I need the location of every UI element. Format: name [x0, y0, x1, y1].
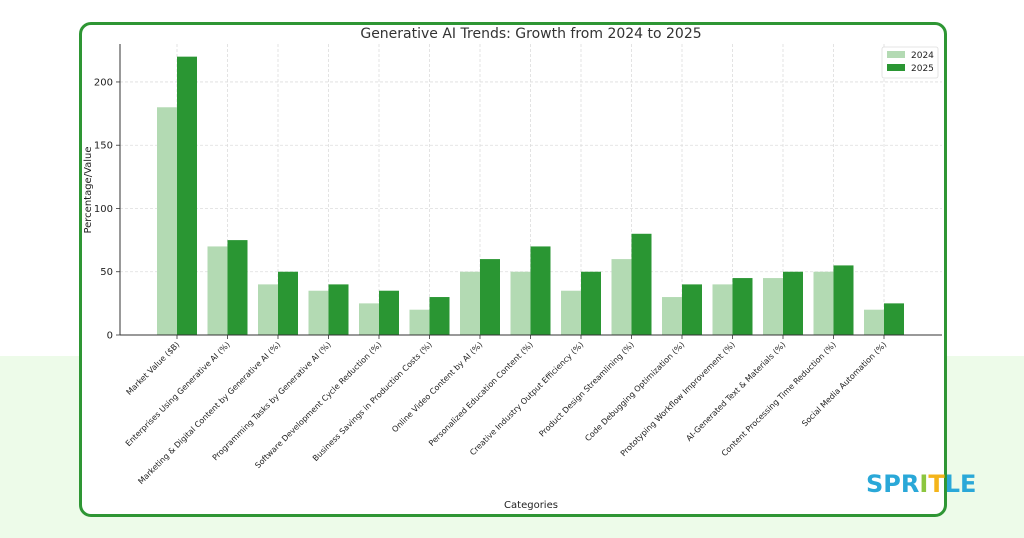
bar-2025-6 [480, 259, 500, 335]
bar-2024-5 [409, 309, 430, 335]
bar-2025-3 [328, 284, 349, 335]
legend-swatch-2024 [887, 51, 905, 58]
bar-2025-8 [581, 271, 601, 335]
x-tick-label: Creative Industry Output Efficiency (%) [468, 340, 585, 457]
x-tick-label: Social Media Automation (%) [800, 340, 888, 428]
bar-2025-7 [530, 246, 551, 335]
x-tick-label: Content Processing Time Reduction (%) [720, 340, 838, 458]
legend-label-2025: 2025 [911, 64, 934, 74]
y-tick-label: 50 [100, 267, 113, 278]
logo-letter: P [883, 470, 901, 498]
logo-letter: I [919, 470, 929, 498]
logo-letter: R [900, 470, 920, 498]
bar-2024-12 [763, 278, 783, 335]
chart-title: Generative AI Trends: Growth from 2024 t… [360, 26, 701, 42]
x-tick-label: Market Value ($B) [125, 340, 182, 397]
bar-2024-4 [359, 303, 379, 335]
bar-2025-9 [631, 233, 652, 335]
bar-2024-10 [662, 297, 682, 335]
axes [116, 44, 942, 339]
bar-2024-7 [510, 271, 531, 335]
y-tick-label: 150 [94, 141, 113, 152]
legend-swatch-2025 [887, 64, 905, 71]
logo-letter: T [928, 470, 945, 498]
x-tick-label: Prototyping Workflow Improvement (%) [619, 340, 737, 458]
bar-2024-11 [712, 284, 733, 335]
bar-2025-14 [884, 303, 904, 335]
bar-2025-2 [278, 271, 298, 335]
x-tick-label: Online Video Content by AI (%) [390, 340, 484, 434]
bar-2025-12 [783, 271, 803, 335]
logo-letter: S [866, 470, 884, 498]
bar-2025-5 [429, 297, 450, 335]
bar-2024-0 [157, 107, 177, 336]
bar-2025-10 [682, 284, 702, 335]
x-tick-label: Product Design Streamlining (%) [537, 340, 636, 439]
bar-2025-1 [227, 240, 248, 335]
logo-letter: L [944, 470, 960, 498]
bars [157, 56, 904, 336]
spritle-logo: SPRITLE [866, 470, 976, 498]
x-axis-label: Categories [504, 500, 558, 511]
bar-2025-11 [732, 278, 753, 335]
x-tick-label: Personalized Education Content (%) [427, 340, 535, 448]
legend: 2024 2025 [881, 46, 939, 79]
bar-2025-13 [833, 265, 854, 335]
y-tick-label: 0 [107, 331, 113, 342]
bar-2025-0 [177, 56, 197, 336]
bar-2024-3 [308, 290, 329, 335]
bar-2024-9 [611, 259, 632, 335]
bar-2024-6 [460, 271, 480, 335]
x-tick-label: AI-Generated Text & Materials (%) [684, 340, 787, 443]
x-tick-label: Code Debugging Optimization (%) [583, 340, 686, 443]
logo-letter: E [959, 470, 977, 498]
y-tick-label: 200 [94, 77, 113, 88]
bar-2024-8 [561, 290, 581, 335]
legend-label-2024: 2024 [911, 51, 934, 61]
bar-2024-2 [258, 284, 278, 335]
bar-2024-1 [207, 246, 228, 335]
x-tick-label: Enterprises Using Generative AI (%) [124, 340, 232, 448]
bar-2024-13 [813, 271, 834, 335]
bar-2024-14 [864, 309, 884, 335]
y-tick-label: 100 [94, 204, 113, 215]
bar-2025-4 [379, 290, 399, 335]
y-axis-label: Percentage/Value [83, 146, 94, 233]
